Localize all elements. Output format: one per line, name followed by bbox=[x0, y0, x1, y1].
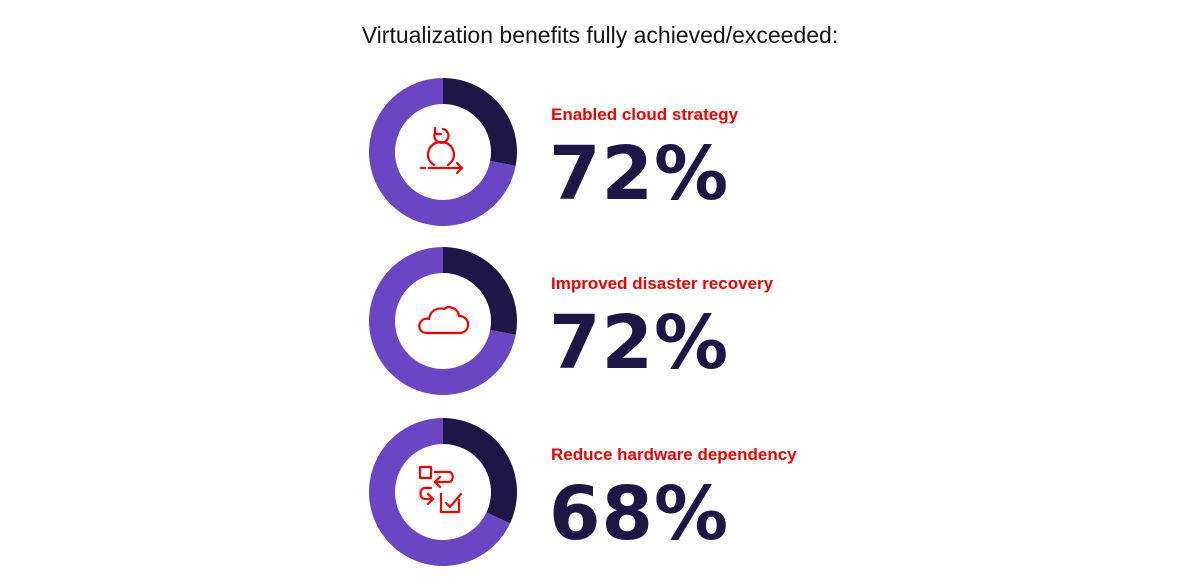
donut-chart bbox=[368, 246, 518, 396]
donut-svg bbox=[369, 418, 517, 566]
donut-achieved-segment bbox=[368, 78, 516, 227]
chart-title: Virtualization benefits fully achieved/e… bbox=[361, 22, 839, 48]
donut-svg bbox=[368, 247, 517, 395]
donut-chart bbox=[368, 77, 518, 227]
donut-remainder-segment bbox=[443, 418, 517, 524]
donut-remainder-segment bbox=[443, 78, 517, 166]
cycle-arrow-icon bbox=[413, 122, 473, 182]
donut-chart bbox=[368, 417, 518, 567]
stat-row-hardware-dependency: Reduce hardware dependency 68% bbox=[368, 417, 868, 567]
stat-value: 68% bbox=[549, 471, 730, 557]
stat-label: Improved disaster recovery bbox=[551, 274, 774, 293]
stat-value: 72% bbox=[549, 300, 730, 386]
stat-label: Enabled cloud strategy bbox=[551, 105, 739, 124]
stat-row-disaster-recovery: Improved disaster recovery 72% bbox=[368, 246, 868, 396]
stat-row-cloud-strategy: Enabled cloud strategy 72% bbox=[368, 77, 868, 227]
swap-check-icon bbox=[413, 462, 473, 522]
donut-achieved-segment bbox=[369, 418, 510, 566]
cloud-icon bbox=[413, 291, 473, 351]
stat-label: Reduce hardware dependency bbox=[551, 445, 797, 464]
stat-value: 72% bbox=[549, 131, 730, 217]
donut-svg bbox=[368, 78, 517, 227]
donut-remainder-segment bbox=[443, 247, 517, 335]
donut-achieved-segment bbox=[368, 247, 516, 395]
